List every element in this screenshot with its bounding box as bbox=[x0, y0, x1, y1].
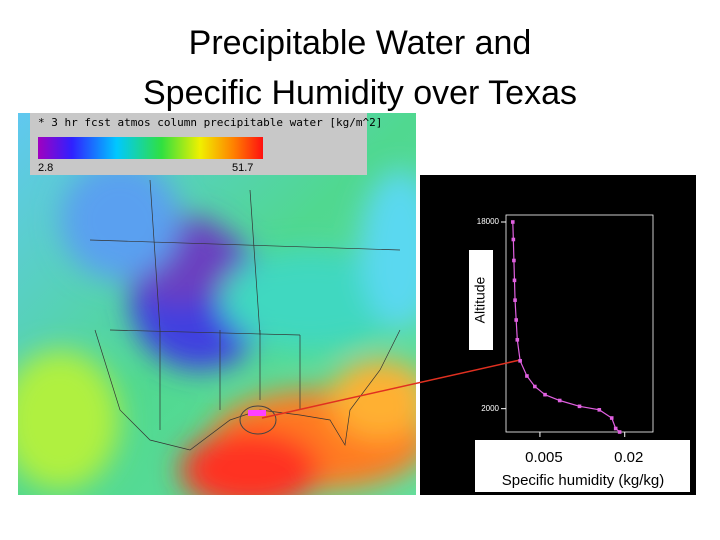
title-line: Specific Humidity over Texas bbox=[143, 74, 577, 112]
plot-frame bbox=[505, 214, 654, 433]
x-label-box bbox=[475, 440, 690, 492]
profile-point bbox=[617, 430, 622, 434]
profile-point bbox=[515, 338, 520, 342]
profile-point bbox=[518, 359, 522, 363]
profile-point bbox=[525, 374, 529, 378]
profile-point bbox=[543, 392, 547, 397]
profile-point bbox=[512, 258, 516, 263]
colorbar-min: 2.8 bbox=[38, 162, 53, 174]
profile-point bbox=[512, 278, 517, 283]
profile-point bbox=[511, 237, 516, 242]
colorbar-title: * 3 hr fcst atmos column precipitable wa… bbox=[38, 116, 382, 129]
profile-point bbox=[557, 398, 562, 403]
colorbar-max: 51.7 bbox=[232, 162, 253, 174]
y-tick-label: 2000 bbox=[481, 404, 499, 413]
map bbox=[18, 113, 416, 495]
y-tick-label: 18000 bbox=[477, 217, 500, 226]
profile-point bbox=[613, 426, 618, 431]
colorbar bbox=[38, 137, 263, 159]
profile-point bbox=[514, 318, 518, 322]
profile-point bbox=[510, 220, 515, 224]
y-label-box bbox=[469, 250, 493, 350]
x-axis-label: Specific humidity (kg/kg) bbox=[502, 472, 665, 489]
pointer-line bbox=[261, 359, 521, 419]
profile-point bbox=[513, 298, 517, 302]
profile-point bbox=[609, 416, 614, 420]
profile-point bbox=[597, 408, 602, 412]
y-axis-label: Altitude bbox=[472, 276, 488, 323]
title-line: Precipitable Water and bbox=[189, 24, 532, 62]
profile-point bbox=[577, 404, 582, 409]
profile-point bbox=[533, 384, 537, 389]
x-tick-label: 0.02 bbox=[614, 449, 643, 466]
x-tick-label: 0.005 bbox=[525, 449, 563, 466]
